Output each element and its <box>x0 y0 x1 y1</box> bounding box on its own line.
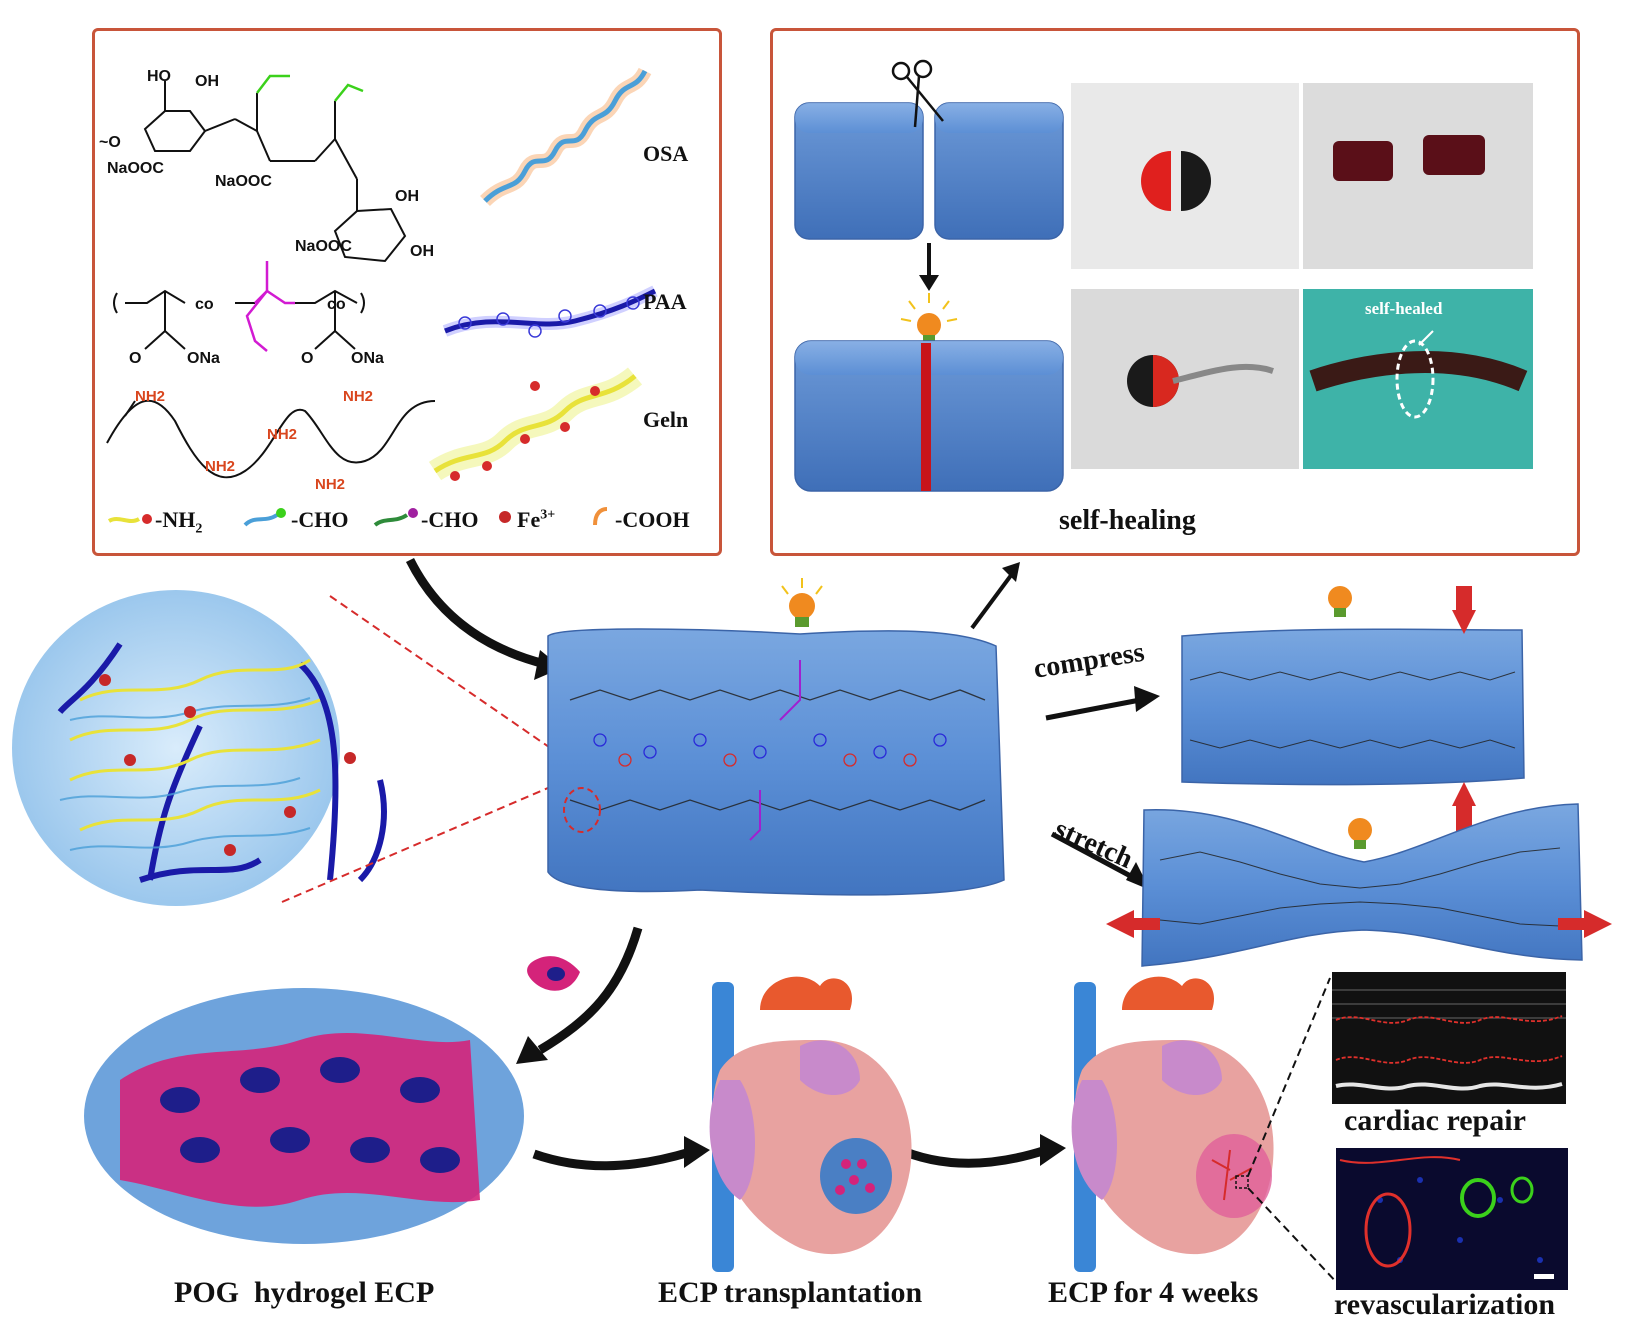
amine-label: NH2 <box>135 388 165 405</box>
legend-carboxyl: -COOH <box>615 507 690 532</box>
arrow-to-hydrogel <box>405 557 547 669</box>
sodium-salt-label: ONa <box>351 350 384 367</box>
light-bulb-icon <box>900 293 958 345</box>
self-healing-panel: self-healed self-healing <box>770 28 1580 556</box>
components-panel: HO OH ~O NaOOC NaOOC OH NaOOC OH co co <box>92 28 722 556</box>
amine-label: NH2 <box>267 426 297 443</box>
arrow-to-4-weeks <box>894 1143 1048 1168</box>
self-healing-caption: self-healing <box>1059 505 1196 536</box>
stretch-label: stretch <box>1049 813 1138 876</box>
pog-hydrogel-ecp-label: POG hydrogel ECP <box>174 1276 435 1309</box>
oxygen-label: O <box>129 350 141 367</box>
hydroxyl-label: OH <box>195 73 219 90</box>
carboxylate-label: NaOOC <box>107 160 164 177</box>
arrow-to-ecp <box>537 926 643 1054</box>
hydroxyl-label: OH <box>410 243 434 260</box>
ecp-transplantation-label: ECP transplantation <box>658 1276 923 1309</box>
amine-label: NH2 <box>343 388 373 405</box>
carboxylate-label: NaOOC <box>295 238 352 255</box>
light-bulb-icon <box>1328 586 1352 617</box>
amine-label: NH2 <box>315 476 345 493</box>
osa-label: OSA <box>643 141 689 166</box>
legend-aldehyde-osa: -CHO <box>291 507 349 532</box>
legend-iron: Fe3+ <box>517 507 556 532</box>
arrow-compress <box>1045 697 1141 721</box>
copolymer-label: co <box>195 296 214 313</box>
self-healed-annotation: self-healed <box>1365 299 1443 318</box>
hydrogel-block <box>547 628 1005 896</box>
arrow-to-self-healing <box>970 572 1014 630</box>
revascularization-label: revascularization <box>1334 1288 1556 1321</box>
carboxylate-label: NaOOC <box>215 173 272 190</box>
revascularization-image <box>1336 1148 1568 1290</box>
hydroxyl-label: HO <box>147 68 171 85</box>
compress-label: compress <box>1031 636 1147 685</box>
hydrogel-compressed <box>1181 628 1525 786</box>
arrow-to-transplant <box>532 1147 692 1171</box>
ecp-oval <box>84 988 524 1244</box>
light-bulb-icon <box>1348 818 1372 849</box>
heart-4-weeks <box>1071 976 1274 1272</box>
healed-seam <box>921 343 931 491</box>
legend-amine: -NH2 <box>155 507 203 537</box>
self-healing-illustration <box>794 59 1533 492</box>
tilde-o-label: ~O <box>99 134 121 151</box>
amine-label: NH2 <box>205 458 235 475</box>
paa-label: PAA <box>643 289 687 314</box>
hydroxyl-label: OH <box>395 188 419 205</box>
chemical-structures: HO OH ~O NaOOC NaOOC OH NaOOC OH co co <box>99 67 658 527</box>
sodium-salt-label: ONa <box>187 350 220 367</box>
light-bulb-icon <box>781 578 823 627</box>
echo-image <box>1332 972 1566 1104</box>
cardiomyocyte-icon <box>527 956 580 991</box>
legend-aldehyde-paa: -CHO <box>421 507 479 532</box>
oxygen-label: O <box>301 350 313 367</box>
ecp-4-weeks-label: ECP for 4 weeks <box>1048 1276 1259 1309</box>
heart-transplant <box>709 976 912 1272</box>
copolymer-label: co <box>327 296 346 313</box>
cardiac-repair-label: cardiac repair <box>1344 1104 1526 1137</box>
geln-label: Geln <box>643 407 689 432</box>
hydrogel-stretched <box>1141 803 1583 967</box>
scissors-icon <box>891 59 944 128</box>
network-zoom-oval <box>12 590 340 906</box>
